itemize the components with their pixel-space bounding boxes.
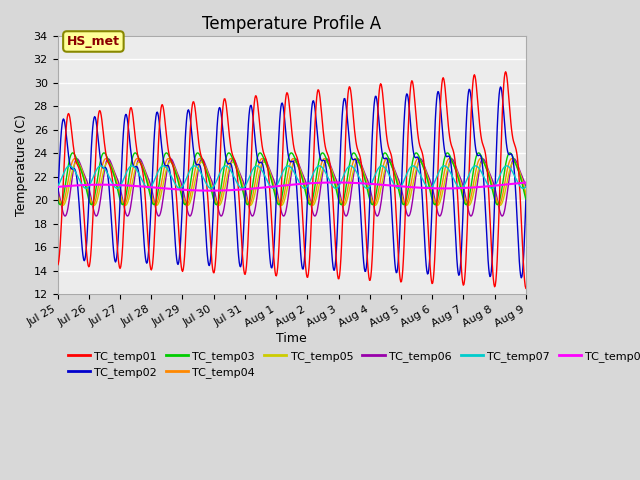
Line: TC_temp03: TC_temp03 <box>58 153 526 204</box>
TC_temp02 <box>497 84 504 90</box>
TC_temp06 <box>111 170 118 176</box>
TC_temp04 <box>158 178 166 184</box>
TC_temp06 <box>363 176 371 181</box>
TC_temp05 <box>363 180 371 186</box>
TC_temp08 <box>331 180 339 185</box>
TC_temp08 <box>207 188 214 193</box>
TC_temp07 <box>522 183 530 189</box>
Line: TC_temp05: TC_temp05 <box>58 162 526 205</box>
TC_temp04 <box>289 156 297 161</box>
TC_temp07 <box>284 163 292 169</box>
Text: HS_met: HS_met <box>67 35 120 48</box>
TC_temp03 <box>159 160 166 166</box>
TC_temp05 <box>354 159 362 165</box>
TC_temp04 <box>110 172 118 178</box>
TC_temp05 <box>182 202 190 207</box>
TC_temp04 <box>62 190 70 195</box>
TC_temp08 <box>182 187 190 193</box>
TC_temp01 <box>158 102 166 108</box>
TC_temp06 <box>349 174 357 180</box>
TC_temp07 <box>349 164 356 169</box>
TC_temp03 <box>62 178 70 183</box>
Line: TC_temp02: TC_temp02 <box>58 87 526 278</box>
TC_temp06 <box>73 156 81 162</box>
TC_temp08 <box>110 182 118 188</box>
TC_temp05 <box>54 190 61 196</box>
TC_temp02 <box>182 118 190 123</box>
TC_temp03 <box>225 150 233 156</box>
X-axis label: Time: Time <box>276 332 307 345</box>
Line: TC_temp07: TC_temp07 <box>58 166 526 188</box>
Line: TC_temp04: TC_temp04 <box>58 158 526 205</box>
TC_temp02 <box>362 268 369 274</box>
TC_temp01 <box>54 263 61 268</box>
TC_temp08 <box>54 184 61 190</box>
Line: TC_temp06: TC_temp06 <box>58 159 526 216</box>
TC_temp02 <box>62 129 70 135</box>
TC_temp02 <box>522 197 530 203</box>
TC_temp08 <box>62 183 70 189</box>
TC_temp06 <box>54 184 61 190</box>
TC_temp07 <box>158 164 166 169</box>
TC_temp08 <box>522 180 530 185</box>
TC_temp02 <box>110 254 118 260</box>
TC_temp03 <box>363 185 371 191</box>
TC_temp05 <box>349 171 356 177</box>
TC_temp02 <box>158 144 166 150</box>
TC_temp05 <box>62 197 70 203</box>
Line: TC_temp08: TC_temp08 <box>58 182 526 191</box>
TC_temp03 <box>349 150 357 156</box>
TC_temp06 <box>522 184 530 190</box>
TC_temp02 <box>518 275 525 281</box>
TC_temp07 <box>62 166 70 171</box>
TC_temp08 <box>363 181 371 187</box>
TC_temp01 <box>362 225 369 231</box>
TC_temp05 <box>522 190 530 196</box>
TC_temp04 <box>522 193 530 199</box>
TC_temp03 <box>183 198 191 204</box>
TC_temp04 <box>54 193 61 199</box>
TC_temp05 <box>184 203 191 208</box>
TC_temp05 <box>158 189 166 194</box>
Legend: TC_temp01, TC_temp02, TC_temp03, TC_temp04, TC_temp05, TC_temp06, TC_temp07, TC_: TC_temp01, TC_temp02, TC_temp03, TC_temp… <box>63 346 640 383</box>
TC_temp06 <box>159 200 166 206</box>
TC_temp04 <box>363 182 371 188</box>
TC_temp04 <box>182 202 190 208</box>
TC_temp07 <box>426 185 433 191</box>
TC_temp01 <box>62 127 70 133</box>
TC_temp03 <box>119 202 127 207</box>
TC_temp02 <box>348 156 356 161</box>
TC_temp07 <box>54 183 61 189</box>
TC_temp01 <box>182 216 190 222</box>
TC_temp07 <box>362 185 370 191</box>
TC_temp07 <box>182 175 190 181</box>
TC_temp08 <box>349 180 357 186</box>
TC_temp04 <box>183 202 191 208</box>
TC_temp06 <box>342 213 350 219</box>
TC_temp05 <box>110 170 118 176</box>
Line: TC_temp01: TC_temp01 <box>58 72 526 288</box>
TC_temp01 <box>110 197 118 203</box>
Y-axis label: Temperature (C): Temperature (C) <box>15 114 28 216</box>
TC_temp03 <box>522 197 530 203</box>
TC_temp01 <box>348 99 356 105</box>
TC_temp08 <box>158 185 166 191</box>
TC_temp02 <box>54 200 61 206</box>
Title: Temperature Profile A: Temperature Profile A <box>202 15 381 33</box>
TC_temp01 <box>522 286 530 291</box>
TC_temp03 <box>110 173 118 179</box>
TC_temp07 <box>110 183 118 189</box>
TC_temp04 <box>349 159 357 165</box>
TC_temp01 <box>502 69 509 74</box>
TC_temp06 <box>183 206 191 212</box>
TC_temp03 <box>54 197 61 203</box>
TC_temp06 <box>62 212 70 218</box>
